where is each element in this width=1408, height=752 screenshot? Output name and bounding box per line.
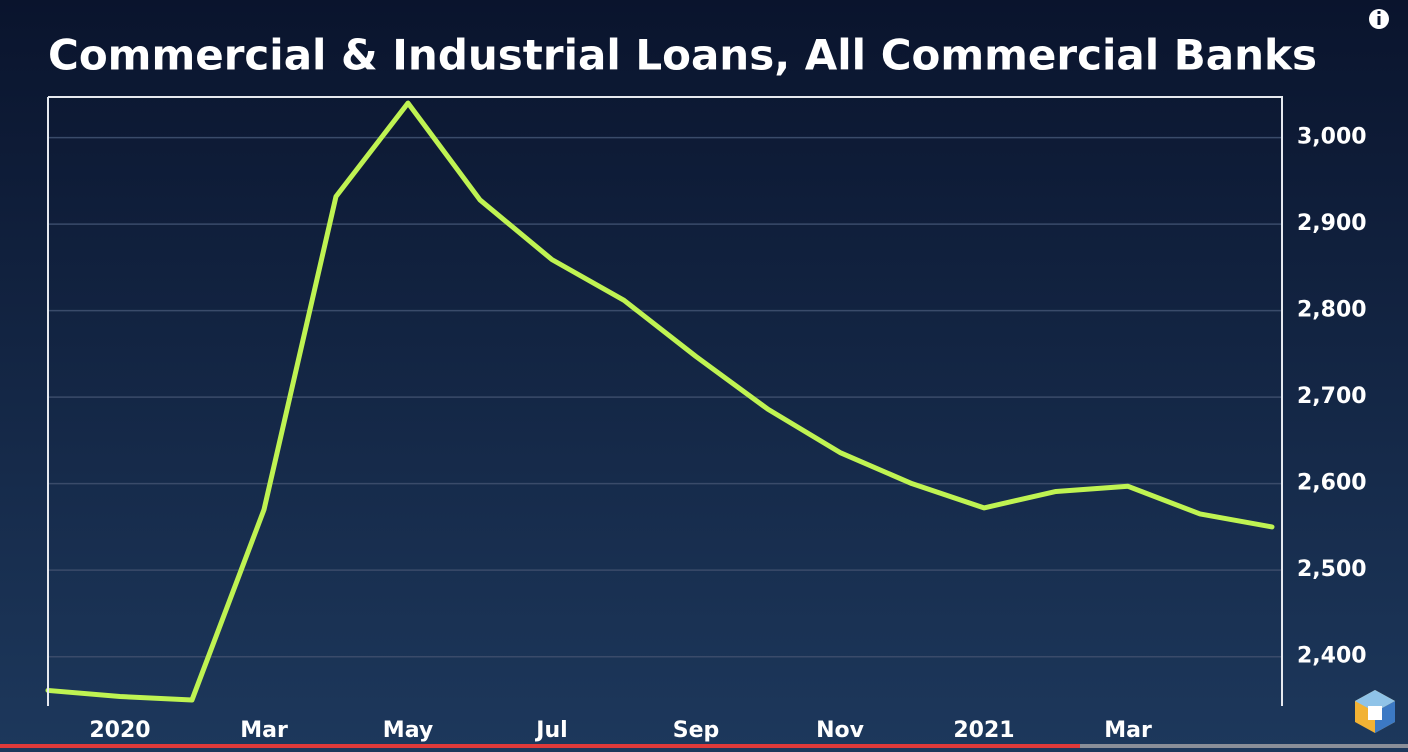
- x-tick-label: Jul: [534, 718, 567, 743]
- progress-track: [1080, 744, 1408, 748]
- y-tick-label: 3,000: [1297, 125, 1367, 150]
- data-line: [45, 100, 1275, 703]
- progress-bar: [0, 744, 1080, 748]
- info-dot: [1377, 11, 1381, 14]
- y-tick-label: 2,500: [1297, 557, 1367, 582]
- x-tick-label: 2021: [953, 718, 1014, 743]
- y-tick-label: 2,600: [1297, 471, 1367, 496]
- y-tick-label: 2,800: [1297, 298, 1367, 323]
- logo: [1355, 690, 1395, 733]
- x-tick-label: Sep: [673, 718, 720, 743]
- x-tick-label: Mar: [240, 718, 288, 743]
- info-stem: [1377, 16, 1381, 25]
- x-tick-label: May: [383, 718, 433, 743]
- x-tick-label: Mar: [1104, 718, 1152, 743]
- x-tick-label: Nov: [816, 718, 865, 743]
- y-tick-label: 2,900: [1297, 211, 1367, 236]
- logo-center: [1368, 706, 1382, 720]
- x-tick-label: 2020: [89, 718, 150, 743]
- plot-area: [45, 100, 1282, 703]
- y-tick-label: 2,700: [1297, 384, 1367, 409]
- chart-title: Commercial & Industrial Loans, All Comme…: [48, 31, 1317, 80]
- info-icon[interactable]: [1369, 9, 1389, 29]
- y-tick-label: 2,400: [1297, 644, 1367, 669]
- plot-frame: [47, 96, 1283, 706]
- logo-side: [1375, 701, 1395, 733]
